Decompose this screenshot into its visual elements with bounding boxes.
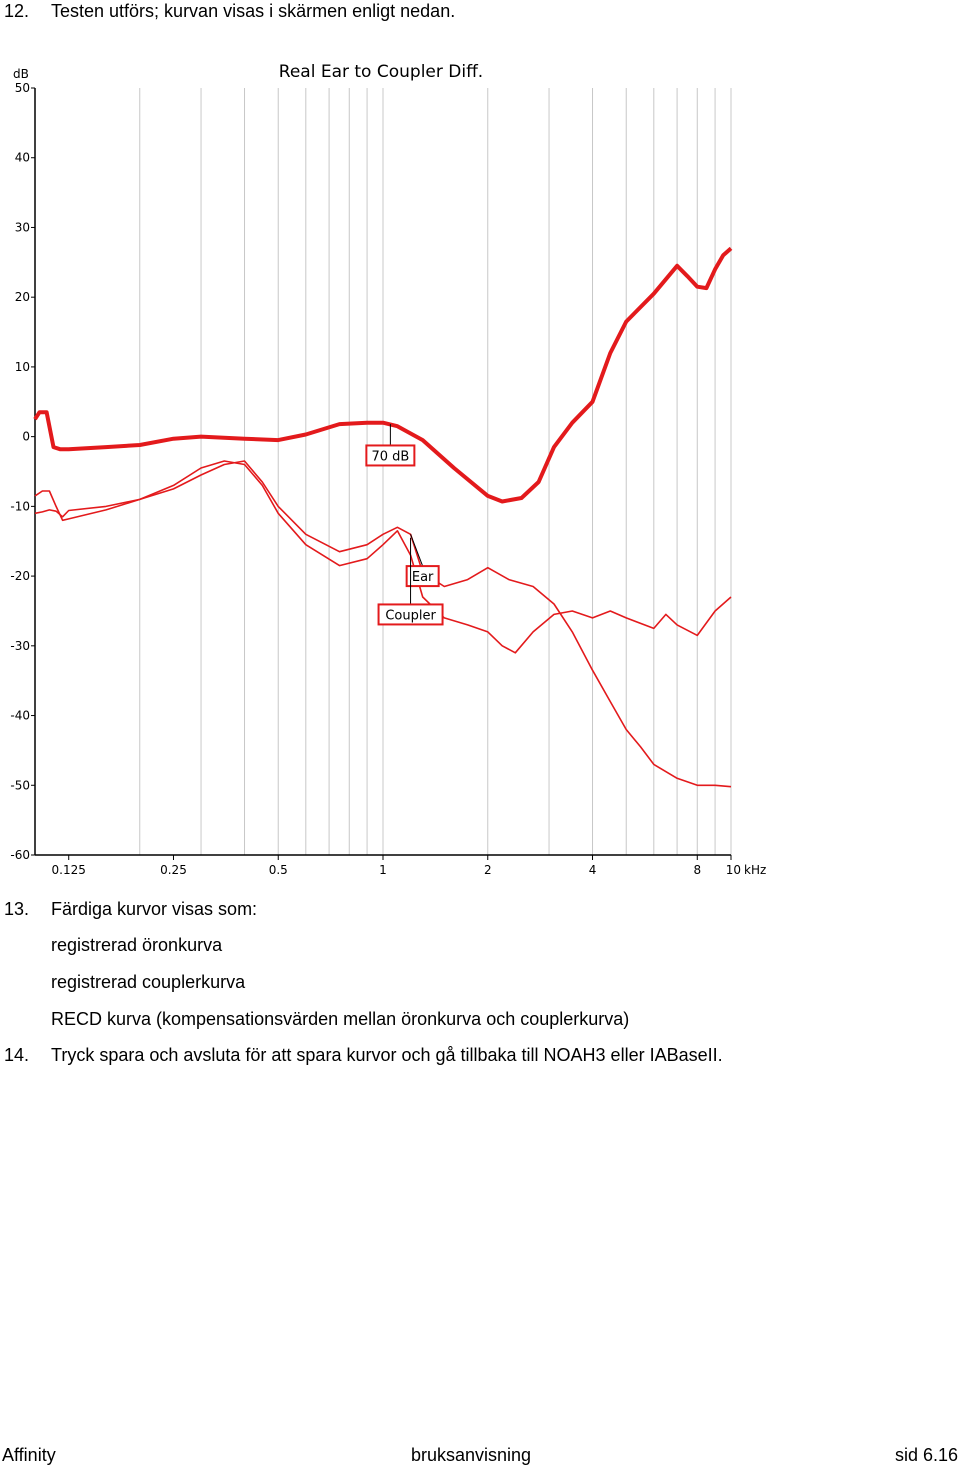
y-tick-label: 50 bbox=[15, 81, 30, 95]
y-axis-label: dB bbox=[13, 67, 29, 81]
recd-curve bbox=[33, 246, 733, 504]
annotation-ear-box bbox=[405, 565, 440, 588]
y-tick-label: -40 bbox=[10, 709, 30, 723]
list-item-ear-curve: registrerad öronkurva bbox=[51, 935, 223, 955]
y-tick-label: 30 bbox=[15, 220, 30, 234]
step-text: Testen utförs; kurvan visas i skärmen en… bbox=[51, 1, 456, 21]
list-item-recd-curve: RECD kurva (kompensationsvärden mellan ö… bbox=[51, 1009, 630, 1029]
x-axis-unit-label: kHz bbox=[744, 863, 766, 877]
x-tick-label: 1 bbox=[379, 863, 387, 877]
x-tick-label: 10 bbox=[726, 863, 741, 877]
y-tick-label: -50 bbox=[10, 778, 30, 792]
footer-page-number: sid 6.16 bbox=[894, 1445, 958, 1465]
chart-title: Real Ear to Coupler Diff. bbox=[279, 62, 483, 82]
x-tick-label: 0.5 bbox=[269, 863, 288, 877]
x-tick-label: 4 bbox=[589, 863, 597, 877]
step-text: Färdiga kurvor visas som: bbox=[51, 899, 258, 919]
chart-ticks: 50 40 30 20 10 0 -10 -20 -30 -40 -50 -60 0.125 0.25 0.… bbox=[10, 81, 741, 877]
step-number: 14. bbox=[4, 1045, 30, 1065]
y-tick-label: 0 bbox=[22, 430, 30, 444]
annotation-ear-text: Ear bbox=[412, 570, 434, 585]
annotation-70db-box bbox=[365, 444, 416, 467]
y-tick-label: -10 bbox=[10, 499, 30, 513]
x-tick-label: 8 bbox=[693, 863, 701, 877]
chart-curves bbox=[33, 246, 733, 788]
coupler-curve bbox=[34, 460, 732, 788]
x-tick-label: 0.125 bbox=[52, 863, 86, 877]
chart-annotations: 70 dB Ear Coupler bbox=[365, 424, 444, 626]
y-tick-label: 20 bbox=[15, 290, 30, 304]
y-tick-label: 10 bbox=[15, 360, 30, 374]
y-tick-label: -20 bbox=[10, 569, 30, 583]
x-tick-label: 0.25 bbox=[160, 863, 187, 877]
step-number: 12. bbox=[4, 1, 30, 21]
annotation-ear-leader bbox=[410, 534, 424, 567]
y-tick-label: -30 bbox=[10, 639, 30, 653]
list-item-coupler-curve: registrerad couplerkurva bbox=[51, 972, 246, 992]
annotation-70db-text: 70 dB bbox=[371, 449, 409, 464]
chart-axes bbox=[31, 87, 732, 860]
y-tick-label: 40 bbox=[15, 151, 30, 165]
step-number: 13. bbox=[4, 899, 30, 919]
chart-grid bbox=[139, 88, 732, 855]
y-tick-label: -60 bbox=[10, 848, 30, 862]
annotation-coupler-text: Coupler bbox=[385, 608, 436, 623]
recd-chart: 50 40 30 20 10 0 -10 -20 -30 -40 -50 -60 0.125 0.25 0.… bbox=[10, 62, 766, 877]
annotation-coupler-box bbox=[377, 603, 444, 626]
x-tick-label: 2 bbox=[484, 863, 492, 877]
ear-curve bbox=[34, 460, 732, 654]
step-text: Tryck spara och avsluta för att spara ku… bbox=[51, 1045, 723, 1065]
footer-doc-type: bruksanvisning bbox=[411, 1445, 532, 1465]
footer-product: Affinity bbox=[2, 1445, 56, 1465]
